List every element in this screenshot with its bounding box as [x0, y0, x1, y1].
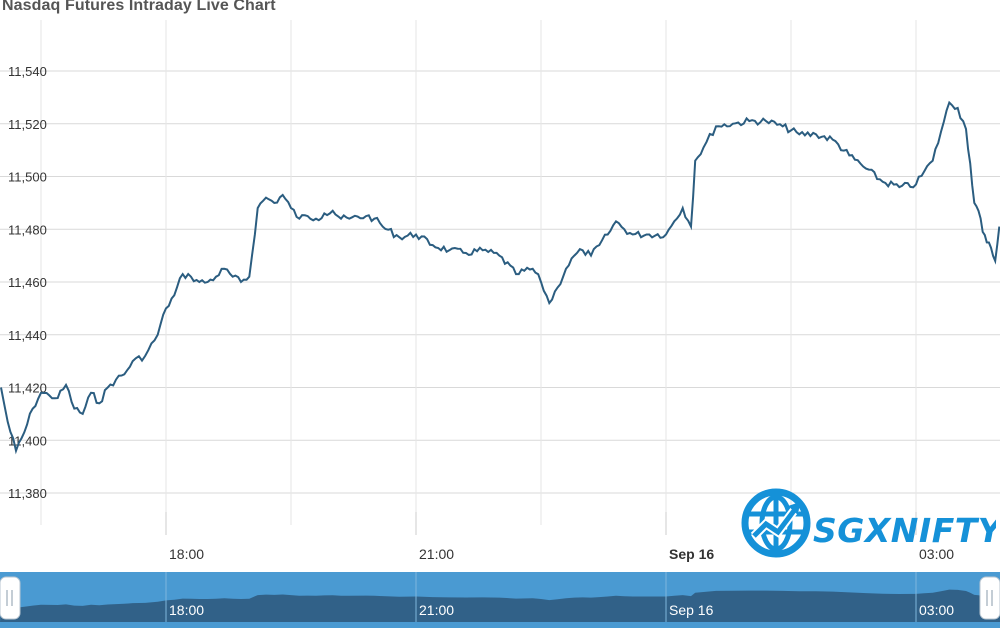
y-tick-label: 11,440 — [8, 328, 47, 343]
navigator-tick-label: 03:00 — [919, 602, 954, 618]
y-tick-label: 11,500 — [8, 170, 47, 185]
navigator-right-handle[interactable] — [979, 576, 1000, 620]
logo-wordmark: SGXNIFTY — [813, 511, 996, 550]
chart-title: Nasdaq Futures Intraday Live Chart — [2, 0, 276, 14]
x-tick-label: 03:00 — [919, 546, 954, 562]
y-tick-label: 11,380 — [8, 486, 47, 501]
price-series-line — [0, 100, 1000, 455]
y-axis: 11,38011,40011,42011,44011,46011,48011,5… — [8, 64, 47, 501]
chart-grid — [0, 20, 1000, 525]
x-tick-label: 18:00 — [169, 546, 204, 562]
y-tick-label: 11,480 — [8, 222, 47, 237]
y-tick-label: 11,460 — [8, 275, 47, 290]
y-tick-label: 11,540 — [8, 64, 47, 79]
y-tick-label: 11,420 — [8, 381, 47, 396]
navigator-x-axis: 18:00 21:00 Sep 16 03:00 — [165, 572, 954, 622]
y-tick-label: 11,520 — [8, 117, 47, 132]
x-tick-label: 21:00 — [419, 546, 454, 562]
navigator-left-handle-body[interactable] — [0, 576, 21, 620]
navigator-tick-label: 21:00 — [419, 602, 454, 618]
navigator-right-handle-body[interactable] — [979, 576, 1000, 620]
x-tick-label: Sep 16 — [669, 546, 714, 562]
navigator-left-handle[interactable] — [0, 576, 21, 620]
sgxnifty-logo: SGXNIFTY — [741, 488, 996, 558]
navigator-area — [0, 589, 1000, 622]
globe-icon — [741, 488, 811, 558]
navigator-tick-label: 18:00 — [169, 602, 204, 618]
navigator[interactable]: 18:00 21:00 Sep 16 03:00 — [0, 572, 1000, 628]
x-axis: 18:00 21:00 Sep 16 03:00 — [165, 512, 954, 562]
navigator-tick-label: Sep 16 — [669, 602, 714, 618]
